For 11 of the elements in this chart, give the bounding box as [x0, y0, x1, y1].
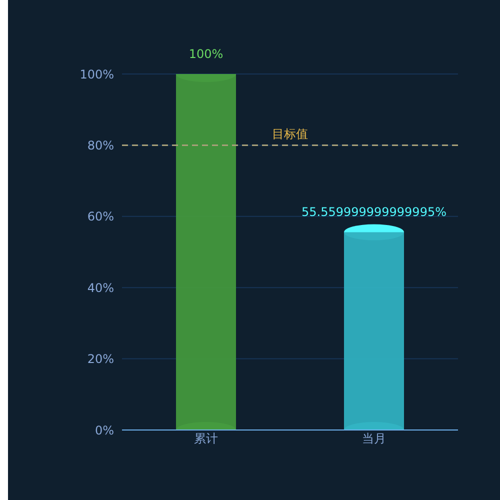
y-tick-label: 20% — [87, 352, 114, 366]
y-tick-label: 40% — [87, 280, 114, 295]
x-tick-label: 累计 — [194, 432, 218, 446]
data-label: 100% — [188, 47, 224, 61]
y-tick-label: 0% — [94, 423, 114, 438]
y-tick-label: 100% — [80, 67, 114, 82]
data-label: 55.559999999999995% — [301, 205, 447, 220]
x-tick-label: 当月 — [362, 432, 386, 446]
y-tick-label: 60% — [87, 210, 114, 224]
ref-line-label: 目标值 — [272, 127, 308, 142]
y-tick-label: 80% — [87, 138, 114, 152]
